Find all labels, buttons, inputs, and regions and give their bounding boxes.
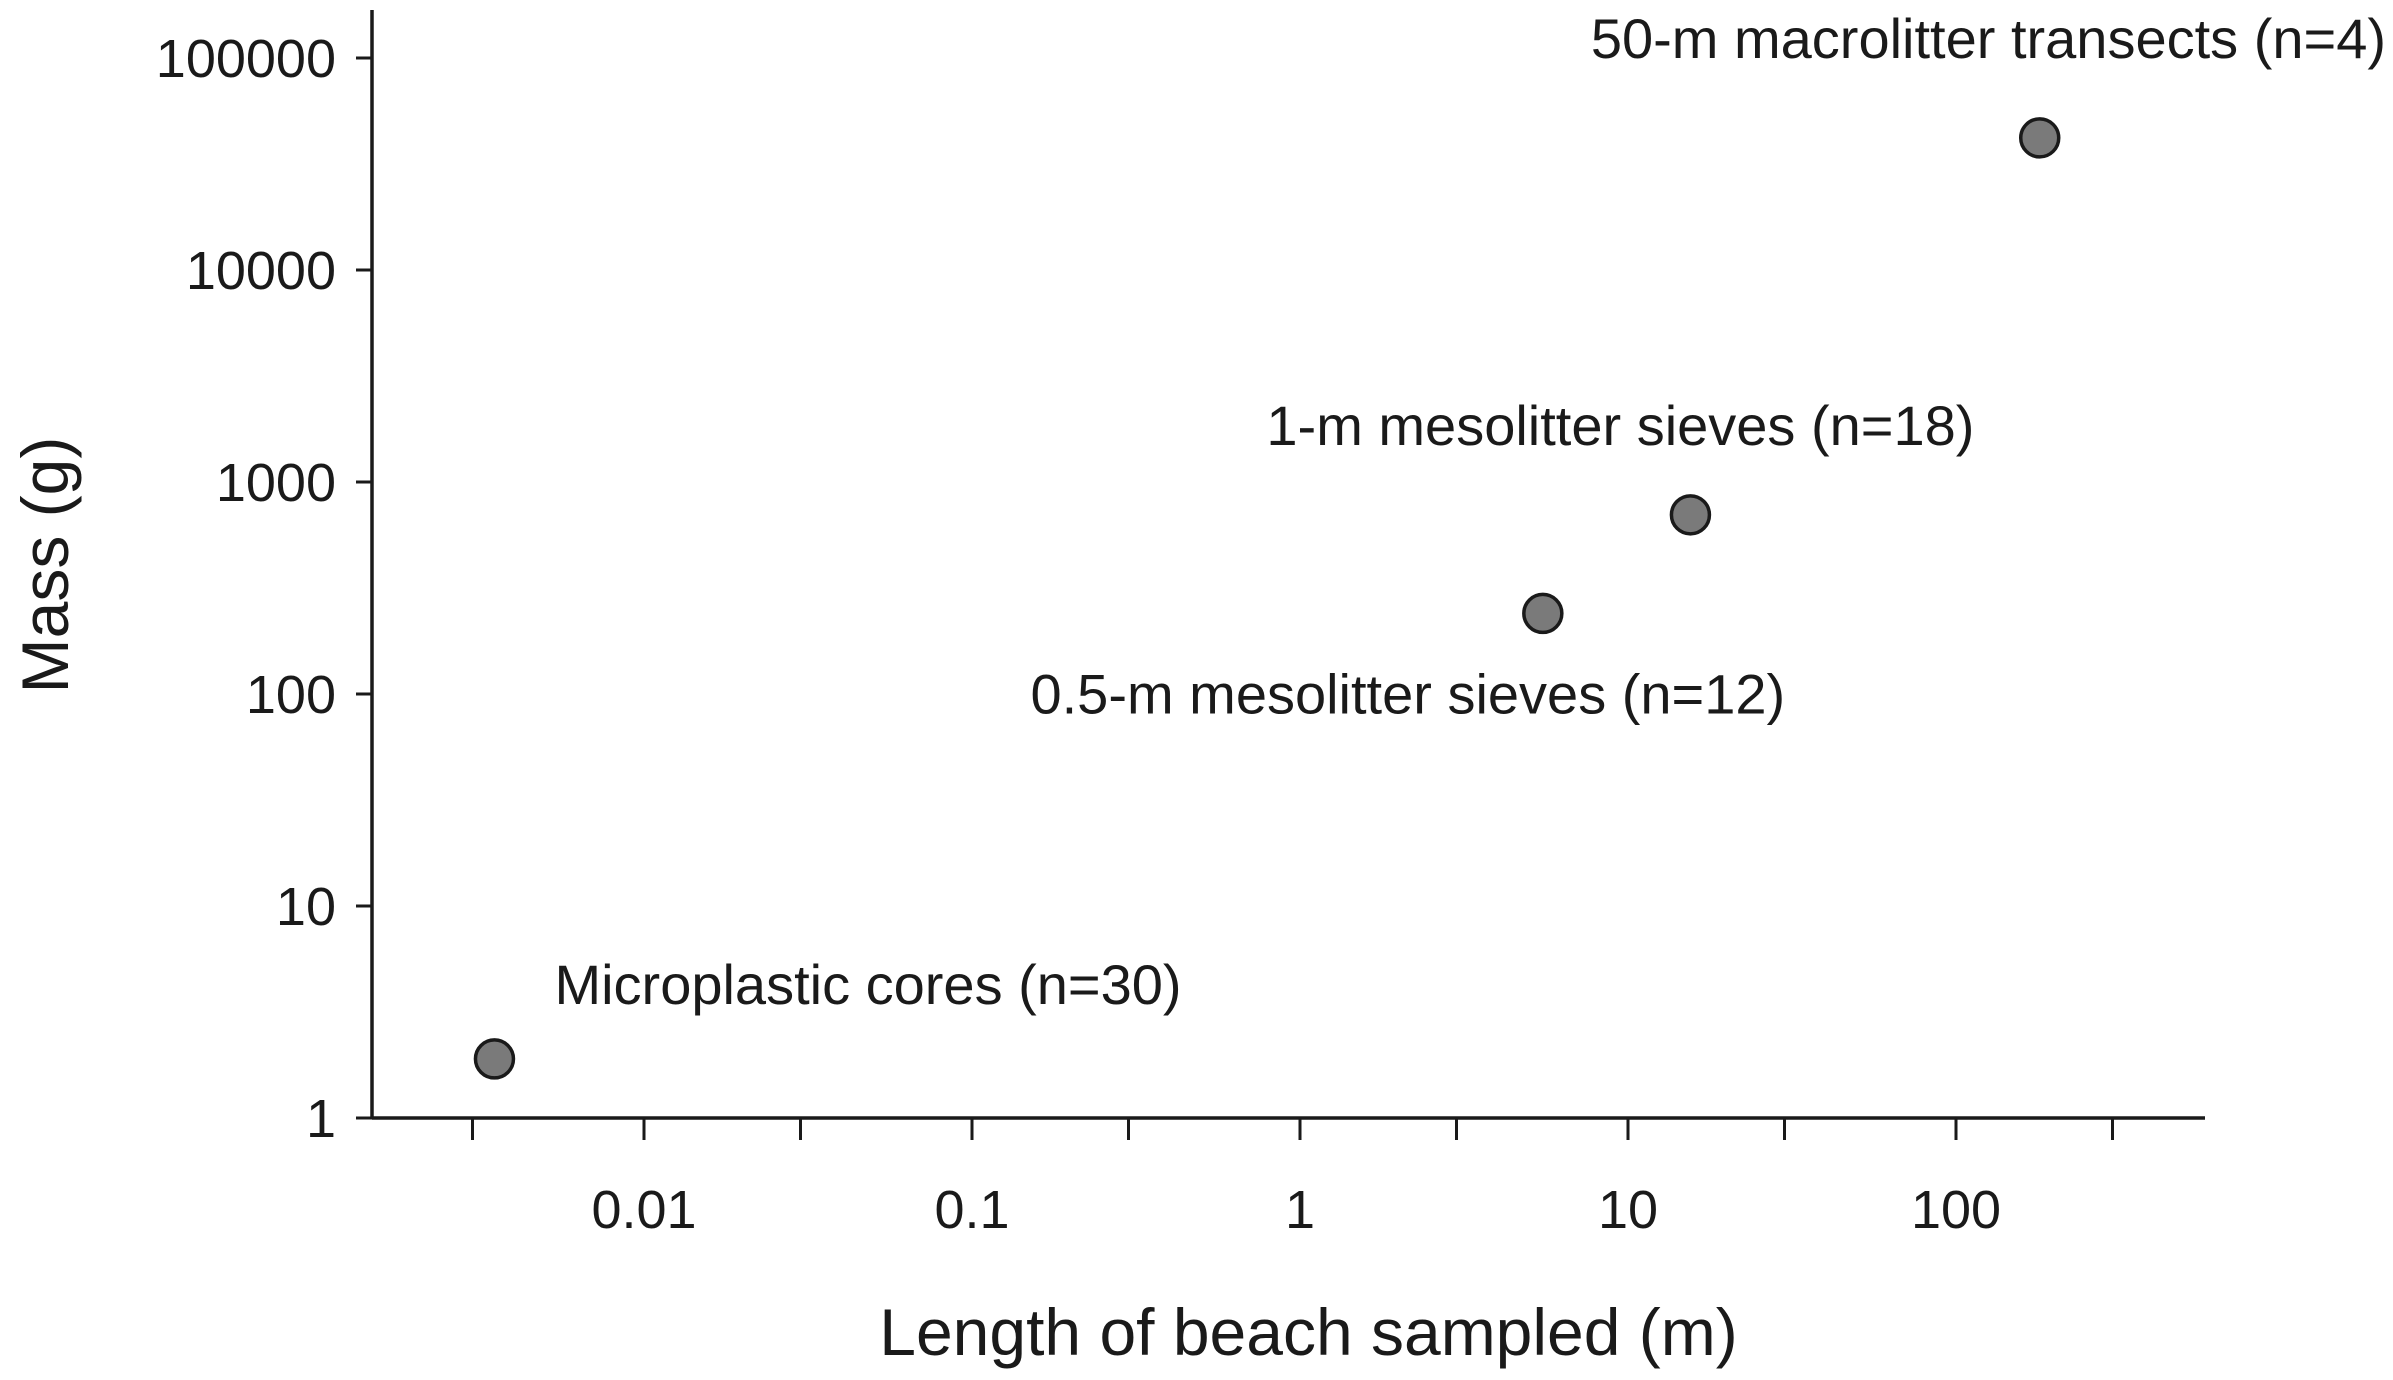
point-annotation: 50-m macrolitter transects (n=4) <box>1591 7 2386 70</box>
x-tick-label: 0.01 <box>591 1180 696 1240</box>
y-tick-label: 100000 <box>156 29 336 89</box>
axes <box>370 10 2205 1120</box>
data-point <box>1522 592 1564 635</box>
y-tick-label: 10000 <box>186 241 336 301</box>
x-axis-title: Length of beach sampled (m) <box>879 1295 1737 1369</box>
ticks: 1 10 100 1000 10000 100000 0.01 0.1 1 10 100 <box>156 29 2114 1240</box>
y-tick-label: 10 <box>276 877 336 937</box>
x-tick-label: 100 <box>1911 1180 2001 1240</box>
y-axis-title: Mass (g) <box>8 437 82 694</box>
y-tick-label: 1000 <box>216 453 336 513</box>
data-point <box>473 1038 516 1080</box>
point-annotation: 0.5-m mesolitter sieves (n=12) <box>1030 662 1785 725</box>
data-point <box>2018 117 2061 159</box>
point-annotation: 1-m mesolitter sieves (n=18) <box>1266 394 1974 457</box>
point-annotations: Microplastic cores (n=30) 0.5-m mesolitte… <box>554 7 2386 1016</box>
data-points <box>473 117 2061 1080</box>
x-tick-label: 1 <box>1285 1180 1315 1240</box>
x-tick-label: 0.1 <box>934 1180 1009 1240</box>
y-tick-label: 100 <box>246 665 336 725</box>
point-annotation: Microplastic cores (n=30) <box>554 953 1181 1016</box>
x-tick-label: 10 <box>1598 1180 1658 1240</box>
data-point <box>1669 494 1712 536</box>
y-tick-label: 1 <box>306 1089 336 1149</box>
